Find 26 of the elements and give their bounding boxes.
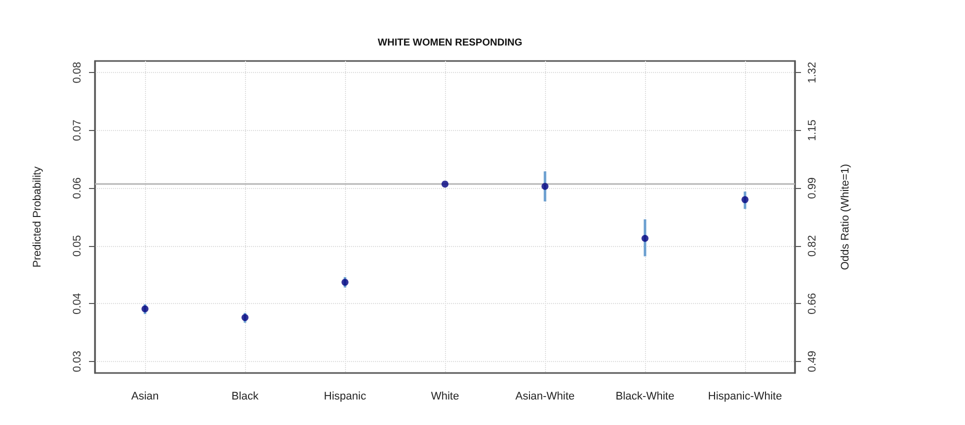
- x-tick-label: Asian-White: [515, 390, 575, 402]
- point: [742, 196, 748, 204]
- y-tick-label: 0.08: [72, 62, 84, 84]
- y-tick-label: 0.03: [72, 350, 84, 372]
- point: [442, 180, 448, 188]
- y-tick-label: 0.06: [72, 177, 84, 199]
- x-tick-label: White: [430, 390, 460, 402]
- y2-tick-label: 0.66: [806, 292, 818, 314]
- y2-tick-label: 0.82: [806, 235, 818, 257]
- chart-title: WHITE WOMEN RESPONDING: [378, 38, 522, 48]
- x-tick-label: Hispanic-White: [708, 390, 782, 402]
- x-tick-label: Black: [232, 390, 259, 402]
- y-axis-title: Predicted Probability: [32, 166, 44, 268]
- x-tick-label: Asian: [131, 390, 159, 402]
- point: [642, 234, 648, 242]
- y2-tick-label: 1.15: [806, 120, 818, 142]
- y-tick-label: 0.04: [72, 292, 84, 314]
- x-tick-label: Hispanic: [324, 390, 367, 402]
- y2-tick-label: 1.32: [806, 62, 818, 84]
- point: [542, 182, 548, 190]
- y2-axis-title: Odds Ratio (White=1): [840, 164, 852, 270]
- y-tick-label: 0.07: [72, 120, 84, 142]
- x-tick-label: Black-White: [616, 390, 674, 402]
- y2-tick-label: 0.49: [806, 350, 818, 372]
- y2-tick-label: 0.99: [806, 177, 818, 199]
- y-tick-label: 0.05: [72, 235, 84, 257]
